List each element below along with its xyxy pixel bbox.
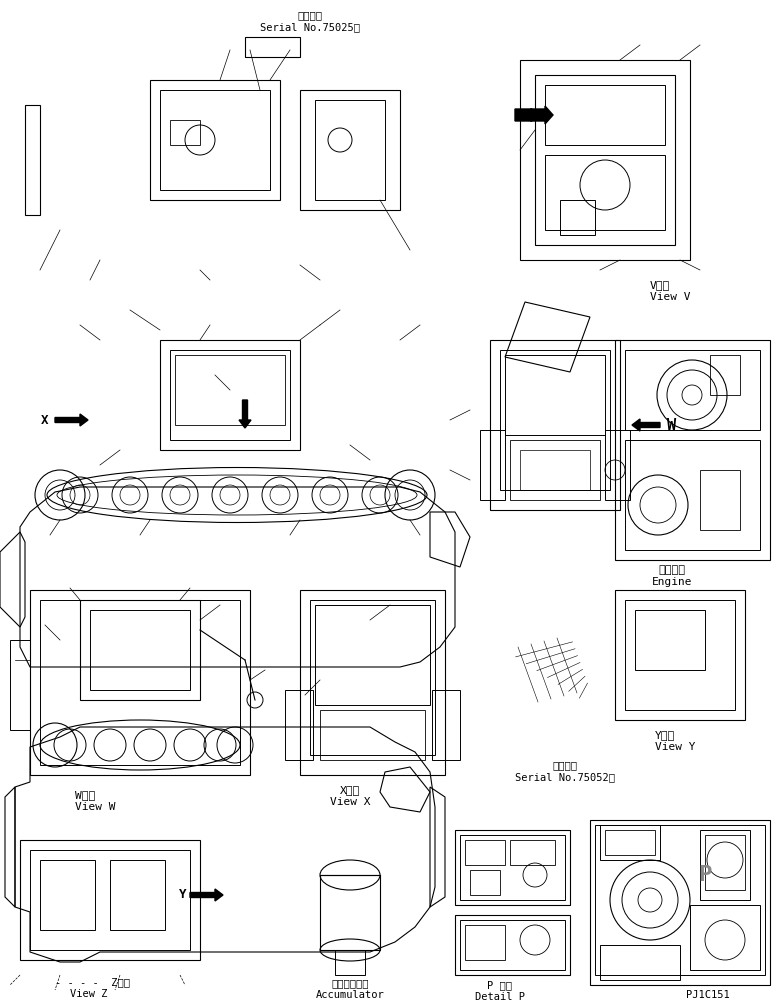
FancyArrow shape — [55, 414, 88, 426]
Text: View Y: View Y — [655, 742, 696, 752]
Text: W　視: W 視 — [75, 790, 95, 800]
Bar — [300, 590, 445, 775]
Bar — [690, 905, 760, 970]
Bar — [320, 875, 380, 950]
Text: View V: View V — [650, 292, 690, 302]
Text: 適用号機: 適用号機 — [552, 760, 577, 770]
Text: Y: Y — [179, 888, 187, 901]
Bar — [635, 610, 705, 670]
Bar — [535, 75, 675, 245]
Bar — [460, 920, 565, 970]
Bar — [510, 840, 555, 865]
Bar — [700, 470, 740, 530]
Bar — [455, 915, 570, 975]
Bar — [175, 355, 285, 425]
Bar — [310, 600, 435, 755]
Text: Serial No.75025～: Serial No.75025～ — [260, 22, 360, 32]
Bar — [545, 85, 665, 145]
Bar — [600, 945, 680, 980]
Bar — [160, 340, 300, 450]
Bar — [110, 860, 165, 930]
Bar — [520, 450, 590, 490]
Text: P 詳細: P 詳細 — [488, 980, 513, 990]
Bar — [590, 820, 770, 985]
Bar — [595, 825, 765, 975]
Bar — [625, 350, 760, 430]
Bar — [160, 90, 270, 190]
Bar — [560, 200, 595, 235]
Text: Serial No.75052～: Serial No.75052～ — [515, 772, 615, 782]
Text: PJ1C151: PJ1C151 — [686, 990, 730, 1000]
Text: Y　視: Y 視 — [655, 730, 675, 740]
Bar — [490, 340, 620, 510]
Bar — [315, 100, 385, 200]
Text: Engine: Engine — [652, 577, 693, 587]
FancyArrow shape — [239, 400, 251, 428]
Bar — [545, 155, 665, 230]
Bar — [150, 80, 280, 200]
Text: - - - -  Z　視: - - - - Z 視 — [55, 977, 130, 987]
Text: X: X — [41, 414, 49, 427]
Text: View W: View W — [75, 802, 115, 812]
Bar — [170, 120, 200, 145]
Bar — [335, 950, 365, 975]
Text: Detail P: Detail P — [475, 992, 525, 1002]
Text: アキュムレタ: アキュムレタ — [331, 978, 368, 988]
Bar — [40, 860, 95, 930]
Bar — [315, 605, 430, 705]
Bar — [320, 710, 425, 760]
Bar — [300, 90, 400, 210]
Text: P: P — [698, 865, 712, 885]
Bar — [625, 440, 760, 550]
Bar — [615, 590, 745, 720]
Bar — [510, 440, 600, 500]
Bar — [465, 925, 505, 960]
Bar — [30, 850, 190, 950]
Bar — [455, 830, 570, 905]
Bar — [432, 690, 460, 760]
FancyArrow shape — [190, 889, 223, 901]
Bar — [480, 430, 505, 500]
Bar — [700, 830, 750, 900]
Bar — [520, 60, 690, 260]
Bar — [10, 640, 30, 730]
Text: Accumulator: Accumulator — [315, 990, 384, 1000]
Text: View Z: View Z — [70, 989, 108, 999]
Text: View X: View X — [330, 797, 370, 807]
Text: 適用号機: 適用号機 — [298, 10, 323, 20]
Bar — [25, 105, 40, 215]
Bar — [460, 835, 565, 900]
FancyArrow shape — [515, 106, 553, 124]
Text: W: W — [668, 418, 677, 432]
Text: エンジン: エンジン — [658, 565, 686, 575]
Bar — [20, 840, 200, 960]
Bar — [470, 870, 500, 895]
Bar — [605, 830, 655, 855]
Bar — [625, 600, 735, 710]
Text: V　視: V 視 — [650, 280, 670, 290]
Bar — [605, 430, 630, 500]
Bar — [465, 840, 505, 865]
Bar — [705, 835, 745, 890]
FancyArrow shape — [632, 419, 660, 431]
Bar — [500, 350, 610, 490]
Bar — [30, 590, 250, 775]
Bar — [80, 600, 200, 700]
Bar — [285, 690, 313, 760]
Bar — [90, 610, 190, 690]
Bar — [505, 355, 605, 435]
Bar — [710, 355, 740, 395]
Bar — [40, 600, 240, 765]
Bar — [245, 37, 300, 57]
Bar — [170, 350, 290, 440]
Bar — [600, 825, 660, 860]
Bar — [615, 340, 770, 560]
Text: X　視: X 視 — [340, 785, 360, 795]
